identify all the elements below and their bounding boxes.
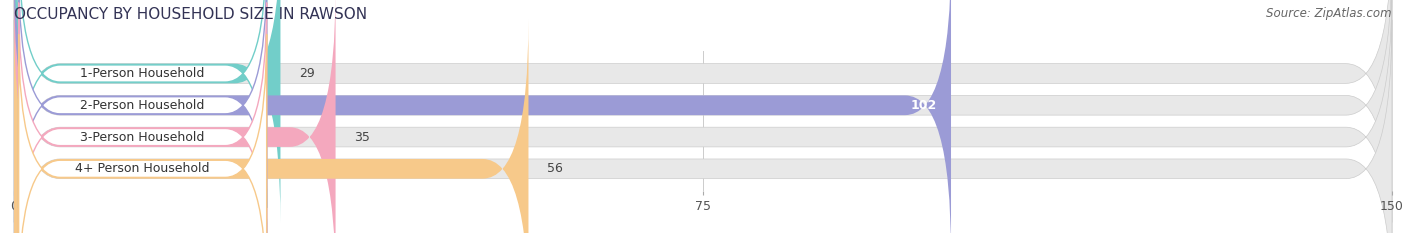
Text: 3-Person Household: 3-Person Household	[80, 130, 205, 144]
Text: 102: 102	[911, 99, 938, 112]
Text: 4+ Person Household: 4+ Person Household	[76, 162, 209, 175]
Text: OCCUPANCY BY HOUSEHOLD SIZE IN RAWSON: OCCUPANCY BY HOUSEHOLD SIZE IN RAWSON	[14, 7, 367, 22]
FancyBboxPatch shape	[14, 0, 280, 223]
FancyBboxPatch shape	[14, 0, 1392, 233]
Text: 1-Person Household: 1-Person Household	[80, 67, 205, 80]
Text: 35: 35	[354, 130, 370, 144]
FancyBboxPatch shape	[14, 0, 950, 233]
FancyBboxPatch shape	[14, 20, 529, 233]
Text: 56: 56	[547, 162, 562, 175]
FancyBboxPatch shape	[14, 0, 1392, 233]
FancyBboxPatch shape	[14, 0, 336, 233]
Text: 29: 29	[299, 67, 315, 80]
Text: 2-Person Household: 2-Person Household	[80, 99, 205, 112]
FancyBboxPatch shape	[14, 20, 1392, 233]
FancyBboxPatch shape	[18, 0, 267, 233]
FancyBboxPatch shape	[18, 3, 267, 233]
FancyBboxPatch shape	[18, 34, 267, 233]
Text: Source: ZipAtlas.com: Source: ZipAtlas.com	[1267, 7, 1392, 20]
FancyBboxPatch shape	[14, 0, 1392, 223]
FancyBboxPatch shape	[18, 0, 267, 208]
